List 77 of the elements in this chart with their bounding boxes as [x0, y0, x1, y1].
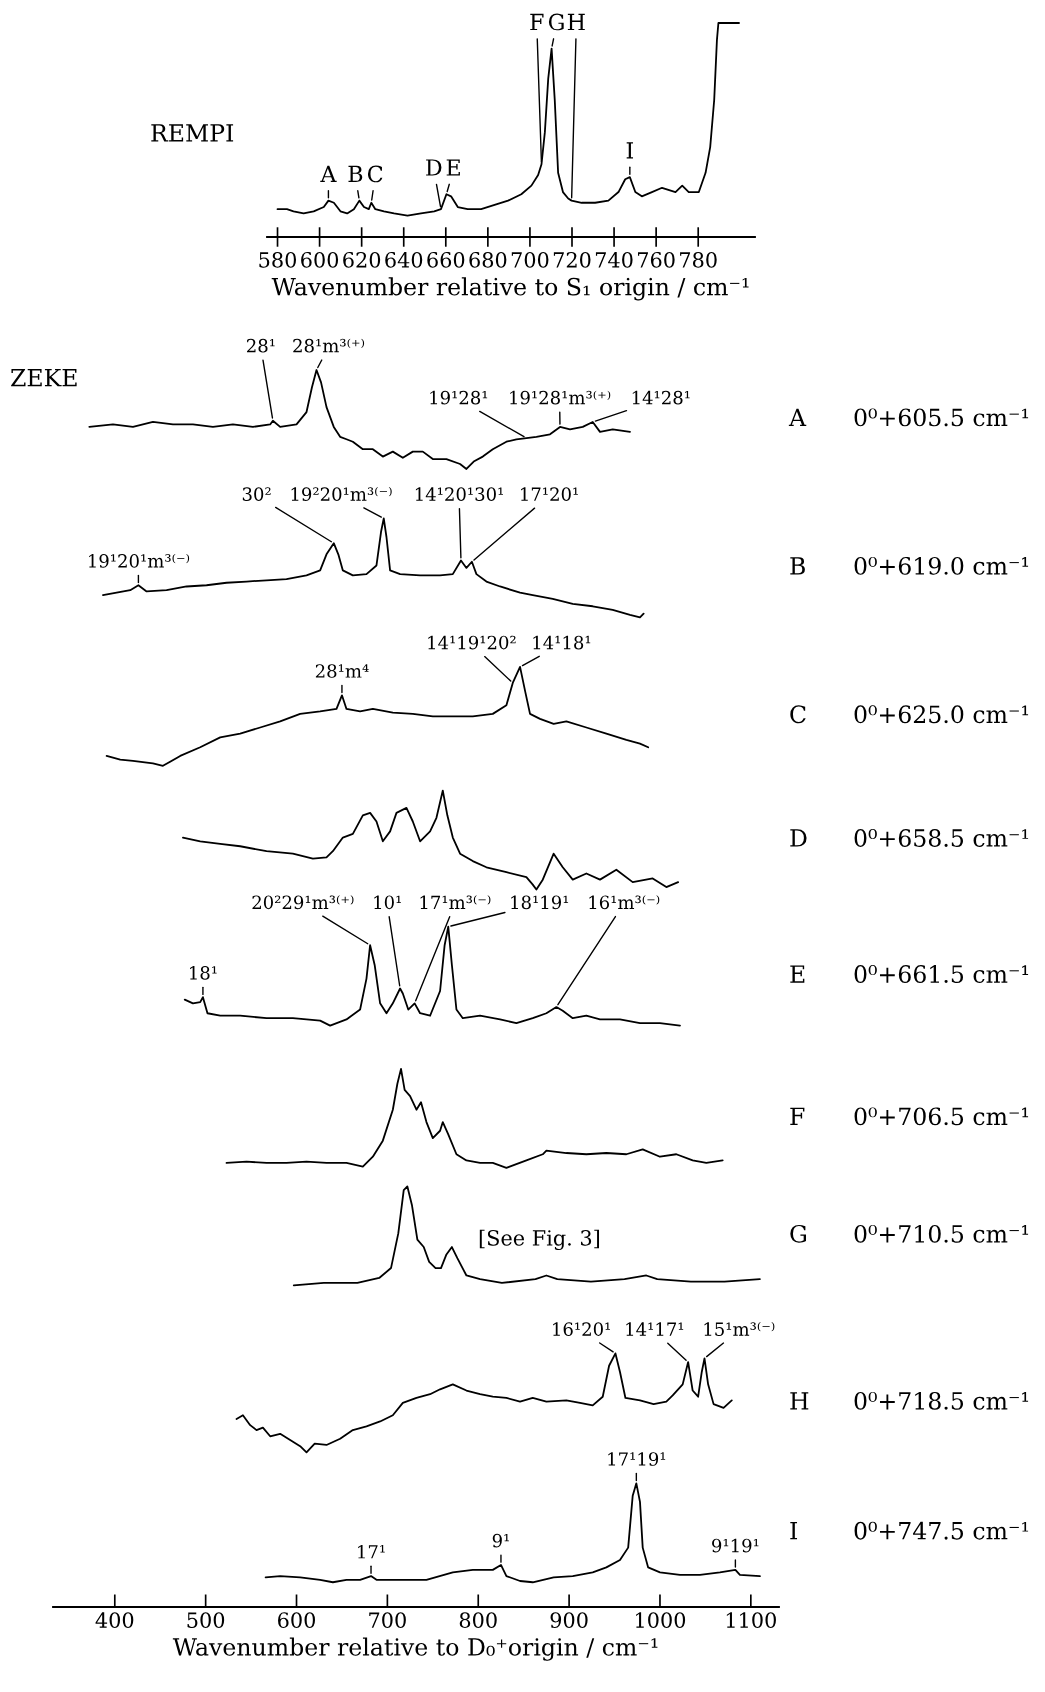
- annotation: 19¹20¹m³⁽⁻⁾: [89, 553, 190, 568]
- x-tick-label: 700: [511, 251, 549, 268]
- x-tick-label: 500: [187, 1612, 225, 1628]
- annotation: 14¹19¹20²: [428, 635, 516, 650]
- annotation: 16¹20¹: [553, 1322, 610, 1336]
- annotation: F: [530, 13, 544, 31]
- annotation: 14¹17¹: [626, 1322, 684, 1336]
- x-tick-label: 740: [595, 251, 633, 268]
- text: 0⁰+658.5 cm⁻¹: [854, 829, 1029, 847]
- annotation: D: [426, 159, 442, 176]
- text: REMPI: [151, 124, 234, 142]
- annotation: 17¹: [358, 1544, 385, 1559]
- text: G: [790, 1224, 806, 1243]
- annotation: A: [320, 165, 337, 182]
- x-tick-label: 760: [638, 251, 675, 268]
- annotation: 28¹m³⁽⁺⁾: [293, 338, 365, 353]
- x-tick-label: 580: [259, 251, 297, 268]
- annotation: 30²: [242, 487, 271, 501]
- text: I: [790, 1522, 798, 1540]
- x-tick-label: 900: [550, 1612, 588, 1628]
- annotation: [See Fig. 3]: [479, 1229, 600, 1251]
- annotation: 9¹: [492, 1533, 509, 1548]
- x-tick-label: 780: [680, 251, 717, 268]
- annotation: 14¹18¹: [533, 635, 591, 650]
- annotation: E: [446, 159, 460, 176]
- annotation: 20²29¹m³⁽⁺⁾: [252, 895, 354, 910]
- x-tick-label: 600: [278, 1612, 316, 1628]
- annotation: G: [548, 13, 564, 31]
- annotation: H: [567, 13, 585, 31]
- x-tick-label: 640: [385, 251, 423, 268]
- text: B: [790, 557, 805, 575]
- annotation: 18¹: [190, 966, 217, 980]
- annotation: 16¹m³⁽⁻⁾: [589, 895, 660, 910]
- text: 0⁰+619.0 cm⁻¹: [854, 556, 1029, 575]
- x-tick-label: 600: [301, 251, 339, 268]
- text: D: [790, 829, 807, 847]
- annotation: 28¹: [247, 338, 275, 353]
- x-tick-label: 700: [369, 1612, 406, 1628]
- x-tick-label: 620: [343, 251, 381, 268]
- annotation: 9¹19¹: [712, 1538, 759, 1553]
- annotation: 28¹m⁴: [315, 664, 369, 678]
- text: H: [790, 1392, 809, 1410]
- text: 0⁰+718.5 cm⁻¹: [854, 1391, 1029, 1410]
- annotation: 14¹28¹: [632, 390, 690, 405]
- annotation: 17¹19¹: [608, 1452, 666, 1466]
- x-tick-label: 400: [95, 1612, 134, 1628]
- annotation: 17¹m³⁽⁻⁾: [420, 895, 491, 909]
- text: 0⁰+706.5 cm⁻¹: [854, 1107, 1029, 1126]
- annotation: 15¹m³⁽⁻⁾: [704, 1322, 775, 1336]
- annotation: 17¹20¹: [521, 487, 578, 501]
- annotation: 18¹19¹: [511, 895, 569, 910]
- annotation: C: [367, 165, 383, 183]
- text: E: [790, 965, 805, 983]
- text: C: [790, 705, 806, 724]
- annotation: 19²20¹m³⁽⁻⁾: [291, 487, 392, 501]
- text: 0⁰+747.5 cm⁻¹: [854, 1521, 1029, 1540]
- x-tick-label: 660: [427, 251, 465, 268]
- text: F: [790, 1107, 805, 1125]
- text: 0⁰+625.0 cm⁻¹: [854, 705, 1029, 724]
- annotation: 19¹28¹m³⁽⁺⁾: [510, 390, 611, 405]
- x-tick-label: 1100: [726, 1612, 776, 1628]
- annotation: I: [626, 142, 634, 159]
- x-tick-label: 1000: [636, 1612, 686, 1628]
- annotation: B: [348, 165, 363, 182]
- x-tick-label: 720: [553, 251, 591, 268]
- annotation: 19¹28¹: [430, 390, 488, 405]
- text: 0⁰+661.5 cm⁻¹: [854, 965, 1029, 983]
- x-axis-title: Wavenumber relative to S₁ origin / cm⁻¹: [271, 277, 749, 301]
- chart-title: ZEKE: [11, 369, 77, 387]
- x-axis-title: Wavenumber relative to D₀⁺origin / cm⁻¹: [172, 1637, 658, 1661]
- text: A: [788, 408, 807, 426]
- annotation: 10¹: [374, 895, 401, 910]
- text: 0⁰+605.5 cm⁻¹: [854, 408, 1029, 427]
- text: 0⁰+710.5 cm⁻¹: [854, 1224, 1029, 1243]
- x-tick-label: 680: [469, 251, 507, 268]
- x-tick-label: 800: [459, 1612, 497, 1628]
- annotation: 14¹20¹30¹: [415, 487, 503, 501]
